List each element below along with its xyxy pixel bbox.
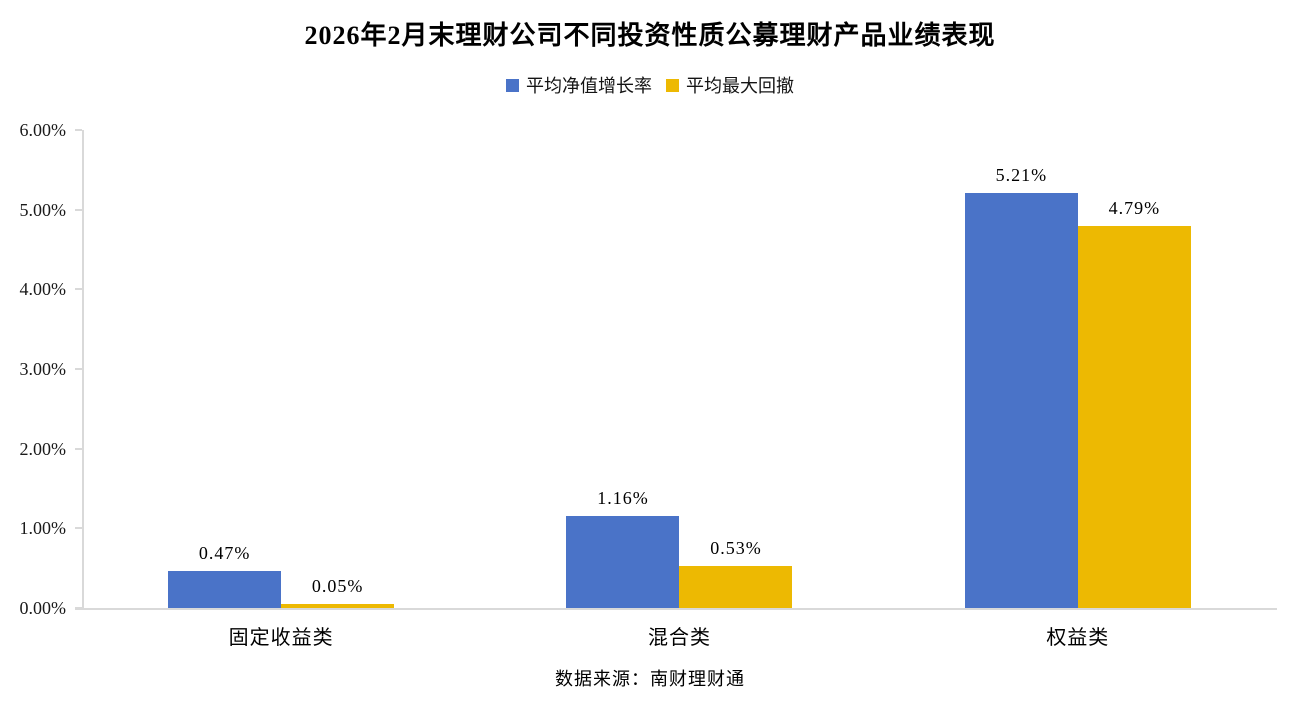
- chart-title: 2026年2月末理财公司不同投资性质公募理财产品业绩表现: [304, 21, 996, 50]
- category-group: 5.21% 4.79% 权益类: [879, 130, 1277, 649]
- y-axis-line: [82, 130, 84, 608]
- legend-swatch-icon: [666, 78, 679, 92]
- plot-area: 0.00% 1.00% 2.00% 3.00% 4.00% 5.00% 6.00% 0.47%…: [20, 121, 1277, 649]
- legend-label: 平均最大回撤: [686, 76, 794, 96]
- bar-column: 1.16%: [566, 130, 680, 608]
- bar-value-label: 1.16%: [597, 487, 649, 508]
- bar-drawdown: [679, 565, 793, 608]
- x-axis-category-label: 固定收益类: [228, 627, 334, 649]
- legend-item-2: 平均最大回撤: [666, 72, 794, 98]
- y-axis-tick-label: 2.00%: [19, 438, 67, 459]
- bar-column: 0.53%: [679, 130, 793, 608]
- bar-growth: [964, 192, 1078, 608]
- bar-column: 5.21%: [964, 130, 1078, 608]
- bar-value-label: 5.21%: [995, 164, 1048, 185]
- y-axis-tick-mark: [75, 129, 82, 131]
- y-axis-tick-label: 5.00%: [19, 199, 67, 220]
- category-group: 0.47% 0.05% 固定收益类: [82, 130, 480, 649]
- y-axis-tick-mark: [75, 447, 82, 450]
- bar-column: 4.79%: [1077, 130, 1191, 608]
- bar-growth: [566, 515, 680, 608]
- x-axis-line: [75, 608, 1277, 610]
- x-axis-category-label: 权益类: [1046, 627, 1110, 649]
- y-axis-tick-mark: [75, 527, 82, 530]
- y-axis-tick-label: 0.00%: [19, 598, 67, 618]
- y-axis-tick-label: 3.00%: [19, 359, 67, 379]
- y-axis-tick-label: 6.00%: [19, 120, 67, 140]
- y-axis-tick-mark: [75, 607, 82, 609]
- legend-swatch-icon: [506, 78, 519, 92]
- legend-label: 平均净值增长率: [526, 76, 652, 96]
- x-axis-category-label: 混合类: [647, 627, 711, 649]
- bar-value-label: 0.47%: [198, 542, 251, 563]
- bar-drawdown: [1077, 226, 1191, 608]
- source-note: 数据来源：南财理财通: [555, 669, 745, 689]
- legend-item-1: 平均净值增长率: [506, 72, 652, 98]
- bar-value-label: 0.05%: [311, 576, 364, 597]
- bar-value-label: 4.79%: [1108, 198, 1161, 219]
- y-axis-tick-mark: [75, 288, 82, 291]
- bar-growth: [168, 570, 282, 608]
- bar-drawdown: [281, 604, 395, 608]
- bar-column: 0.05%: [281, 130, 395, 608]
- legend: 平均净值增长率 平均最大回撤: [0, 72, 1300, 98]
- bar-value-label: 0.53%: [710, 537, 762, 558]
- y-axis-tick-mark: [75, 208, 82, 211]
- category-group: 1.16% 0.53% 混合类: [480, 130, 878, 649]
- y-axis-tick-label: 4.00%: [19, 279, 67, 300]
- y-axis-tick-label: 1.00%: [19, 518, 67, 539]
- bar-column: 0.47%: [168, 130, 282, 608]
- y-axis-tick-mark: [75, 368, 82, 370]
